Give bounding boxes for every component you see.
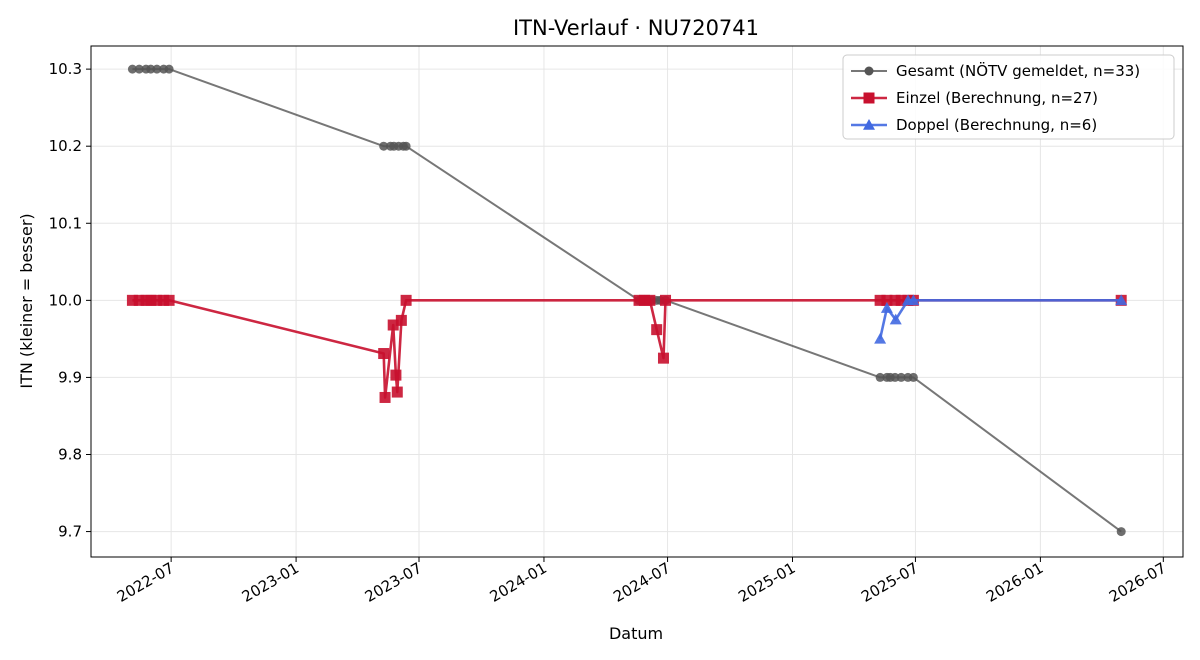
data-point-einzel	[644, 294, 656, 306]
data-point-einzel	[895, 294, 907, 306]
y-axis: 9.7 9.8 9.9 10.0 10.1 10.2 10.3	[49, 60, 91, 541]
legend-label: Doppel (Berechnung, n=6)	[896, 116, 1097, 134]
y-tick-label: 10.3	[49, 60, 82, 78]
data-point-gesamt	[875, 372, 885, 382]
y-axis-label: ITN (kleiner = besser)	[17, 213, 36, 388]
data-point-einzel	[400, 294, 412, 306]
data-point-gesamt	[127, 64, 137, 74]
series-einzel	[126, 294, 1127, 403]
y-tick-label: 10.0	[49, 291, 82, 309]
data-point-doppel	[1115, 294, 1128, 306]
x-tick-label: 2023-07	[362, 559, 425, 606]
data-point-gesamt	[896, 372, 906, 382]
data-point-doppel	[907, 294, 920, 306]
data-point-einzel	[163, 294, 175, 306]
data-point-gesamt	[908, 372, 918, 382]
legend-swatch-marker	[864, 66, 874, 76]
data-point-gesamt	[164, 64, 174, 74]
legend-item-gesamt: Gesamt (NÖTV gemeldet, n=33)	[851, 61, 1140, 80]
data-point-einzel	[651, 324, 663, 336]
y-tick-label: 10.1	[49, 214, 82, 232]
chart-title: ITN-Verlauf · NU720741	[513, 16, 759, 40]
legend-swatch-marker	[863, 92, 875, 104]
legend: Gesamt (NÖTV gemeldet, n=33) Einzel (Bere…	[842, 54, 1175, 140]
data-point-einzel	[391, 386, 403, 398]
data-point-gesamt	[152, 64, 162, 74]
legend-label: Einzel (Berechnung, n=27)	[896, 89, 1098, 107]
data-point-gesamt	[134, 64, 144, 74]
data-point-gesamt	[379, 141, 389, 151]
legend-box	[842, 54, 1175, 140]
legend-label: Gesamt (NÖTV gemeldet, n=33)	[896, 61, 1140, 80]
x-tick-label: 2025-07	[858, 559, 921, 606]
y-tick-label: 10.2	[49, 137, 82, 155]
x-tick-label: 2023-01	[239, 559, 302, 606]
data-point-einzel	[145, 294, 157, 306]
data-point-einzel	[378, 348, 390, 360]
series-line-doppel	[878, 298, 1122, 340]
data-point-einzel	[151, 294, 163, 306]
x-axis: 2022-07 2023-01 2023-07 2024-01 2024-07 2025-…	[114, 557, 1169, 606]
y-tick-label: 9.8	[58, 445, 82, 463]
data-point-einzel	[126, 294, 138, 306]
data-point-einzel	[387, 319, 399, 331]
x-tick-label: 2025-01	[735, 559, 798, 606]
x-tick-label: 2022-07	[114, 559, 177, 606]
y-tick-label: 9.7	[58, 523, 82, 541]
y-tick-label: 9.9	[58, 368, 82, 386]
series-doppel	[874, 294, 1128, 344]
data-point-gesamt	[1116, 527, 1126, 537]
data-point-einzel	[395, 314, 407, 326]
data-point-doppel	[874, 332, 887, 344]
data-point-gesamt	[401, 141, 411, 151]
data-point-einzel	[881, 294, 893, 306]
data-point-einzel	[874, 294, 886, 306]
x-tick-label: 2024-01	[487, 559, 550, 606]
x-tick-label: 2026-07	[1106, 559, 1169, 606]
x-tick-label: 2026-01	[983, 559, 1046, 606]
plot-frame	[90, 45, 1184, 558]
data-point-doppel	[889, 313, 902, 325]
legend-swatch-marker	[863, 119, 875, 130]
legend-item-einzel: Einzel (Berechnung, n=27)	[851, 89, 1098, 107]
x-tick-label: 2024-07	[610, 559, 673, 606]
data-point-einzel	[133, 294, 145, 306]
data-point-doppel	[880, 302, 893, 313]
series-line-einzel	[132, 298, 1122, 399]
data-point-einzel	[889, 294, 901, 306]
data-point-einzel	[657, 352, 669, 364]
data-point-einzel	[379, 391, 391, 403]
series-layer	[126, 64, 1128, 537]
x-axis-label: Datum	[609, 624, 663, 643]
legend-item-doppel: Doppel (Berechnung, n=6)	[851, 116, 1097, 134]
data-point-einzel	[660, 294, 672, 306]
data-point-einzel	[390, 369, 402, 381]
